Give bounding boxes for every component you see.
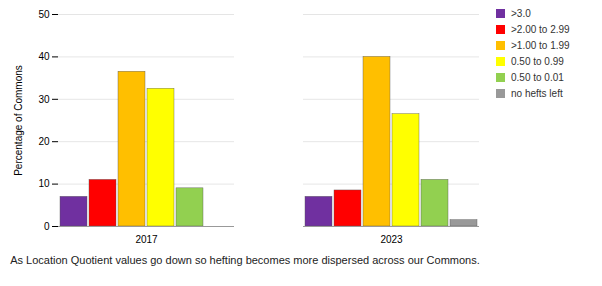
svg-text:50: 50 xyxy=(38,9,50,20)
svg-text:20: 20 xyxy=(38,136,50,147)
svg-text:30: 30 xyxy=(38,94,50,105)
svg-text:2023: 2023 xyxy=(380,234,403,245)
svg-text:40: 40 xyxy=(38,51,50,62)
svg-text:0: 0 xyxy=(44,221,50,232)
html-text:0.50 to 0.99: 0.50 to 0.99 xyxy=(511,56,564,67)
html-text:>2.00 to 2.99: >2.00 to 2.99 xyxy=(511,24,570,35)
html-text:As Location Quotient values go: As Location Quotient values go down so h… xyxy=(10,254,480,266)
svg-text:10: 10 xyxy=(38,178,50,189)
svg-text:2017: 2017 xyxy=(135,234,158,245)
svg-text:Percentage of Commons: Percentage of Commons xyxy=(13,65,24,176)
html-text:no hefts left: no hefts left xyxy=(511,88,563,99)
html-text:0.50 to 0.01: 0.50 to 0.01 xyxy=(511,72,564,83)
html-text:>1.00 to 1.99: >1.00 to 1.99 xyxy=(511,40,570,51)
html-text:>3.0: >3.0 xyxy=(511,8,531,19)
